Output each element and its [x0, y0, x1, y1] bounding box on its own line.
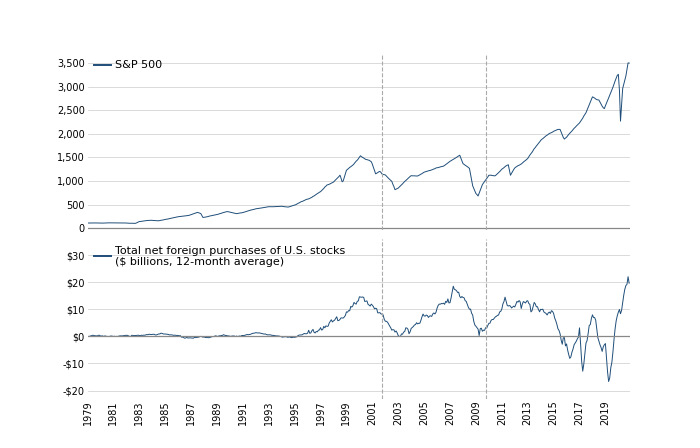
Legend: S&P 500: S&P 500 — [93, 59, 164, 72]
Legend: Total net foreign purchases of U.S. stocks
($ billions, 12-month average): Total net foreign purchases of U.S. stoc… — [93, 245, 346, 268]
